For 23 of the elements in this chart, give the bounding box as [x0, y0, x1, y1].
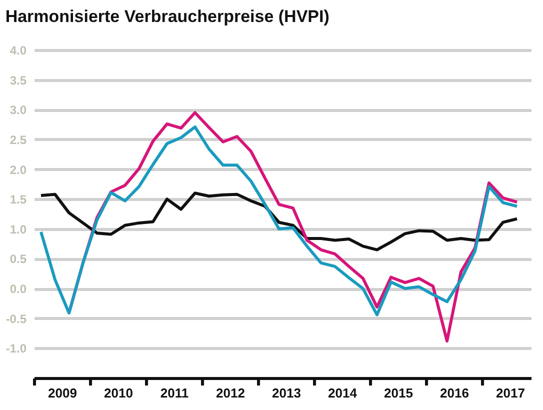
y-tick-label: 1.5: [10, 192, 27, 207]
x-tick-label: 2014: [328, 386, 358, 400]
x-tick-label: 2016: [440, 386, 469, 400]
line-series: [40, 125, 518, 316]
line-series: [40, 192, 518, 252]
y-tick-label: 1.0: [10, 222, 27, 236]
x-tick-label: 2009: [48, 386, 77, 400]
y-tick-label: 3.0: [10, 103, 27, 118]
x-tick-label: 2010: [104, 386, 133, 400]
y-tick-label: 0.5: [10, 252, 27, 266]
y-tick-label: 4.0: [10, 44, 27, 58]
y-tick-label: 0.0: [10, 282, 27, 296]
chart-title: Harmonisierte Verbraucherpreise (HVPI): [5, 7, 330, 26]
y-tick-label: 2.5: [10, 132, 27, 147]
y-tick-label: -1.0: [6, 342, 27, 356]
x-tick-label: 2015: [384, 386, 413, 400]
x-tick-label: 2011: [160, 386, 189, 400]
y-tick-label: 2.0: [10, 162, 27, 177]
x-tick-label: 2013: [272, 386, 301, 400]
x-tick-label: 2012: [216, 386, 245, 400]
y-tick-label: -0.5: [6, 312, 27, 326]
y-tick-label: 3.5: [10, 73, 27, 88]
x-tick-label: 2017: [496, 386, 525, 400]
